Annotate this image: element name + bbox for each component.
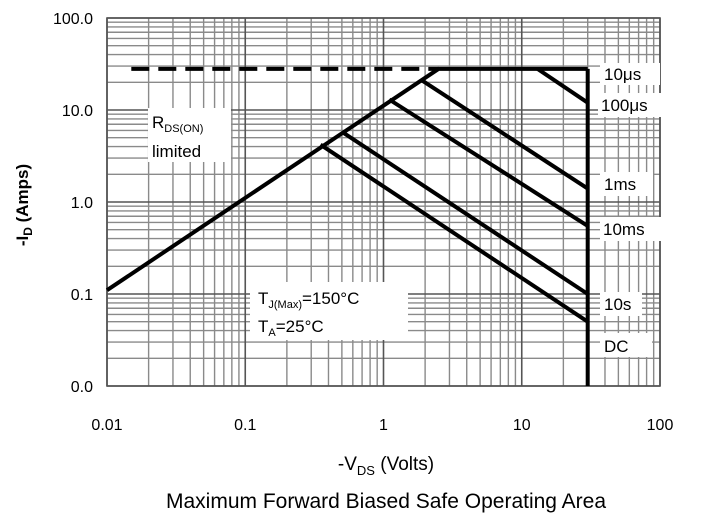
x-tick-label: 0.1 bbox=[234, 417, 256, 434]
tj-label: TJ(Max)=150°C bbox=[258, 289, 359, 311]
rds-label: RDS(ON) bbox=[152, 113, 203, 135]
series-group bbox=[105, 66, 590, 386]
rds-label-box bbox=[148, 108, 231, 162]
x-tick-label: 10 bbox=[513, 417, 531, 434]
series-line-5 bbox=[340, 130, 589, 296]
label-10us-box bbox=[600, 63, 660, 85]
label-10ms: 10ms bbox=[603, 220, 645, 239]
label-10ms-box bbox=[600, 217, 662, 241]
x-tick-label: 1 bbox=[379, 417, 388, 434]
x-tick-label: 100 bbox=[647, 417, 674, 434]
y-axis-label: -ID (Amps) bbox=[13, 164, 35, 246]
y-tick-label: 1.0 bbox=[71, 195, 93, 212]
plot-frame bbox=[106, 17, 661, 387]
label-10us: 10μs bbox=[604, 65, 641, 84]
y-tick-label: 10.0 bbox=[62, 103, 93, 120]
series-line-2 bbox=[536, 67, 589, 105]
label-dc-box bbox=[600, 333, 652, 357]
series-line-3 bbox=[420, 78, 589, 191]
ta-label: TA=25°C bbox=[258, 317, 324, 339]
temp-label-box bbox=[250, 282, 408, 340]
label-dc: DC bbox=[604, 337, 629, 356]
rds-label-line2: limited bbox=[152, 142, 201, 161]
series-line-6 bbox=[319, 143, 589, 324]
chart-title: Maximum Forward Biased Safe Operating Ar… bbox=[166, 490, 606, 513]
label-100us-box bbox=[598, 93, 666, 117]
label-10s: 10s bbox=[604, 295, 631, 314]
y-tick-label: 100.0 bbox=[53, 11, 93, 28]
label-1ms: 1ms bbox=[604, 175, 636, 194]
series-line-4 bbox=[388, 97, 589, 228]
y-tick-label: 0.0 bbox=[71, 379, 93, 396]
y-tick-label: 0.1 bbox=[71, 287, 93, 304]
label-100us: 100μs bbox=[601, 96, 648, 115]
x-tick-label: 0.01 bbox=[91, 417, 122, 434]
tick-labels: 0.01 0.1 1 10 100 0.0 0.1 1.0 10.0 100.0 bbox=[53, 11, 673, 434]
label-10s-box bbox=[600, 292, 642, 316]
x-axis-label: -VDS (Volts) bbox=[338, 454, 434, 478]
label-1ms-box bbox=[600, 172, 653, 196]
